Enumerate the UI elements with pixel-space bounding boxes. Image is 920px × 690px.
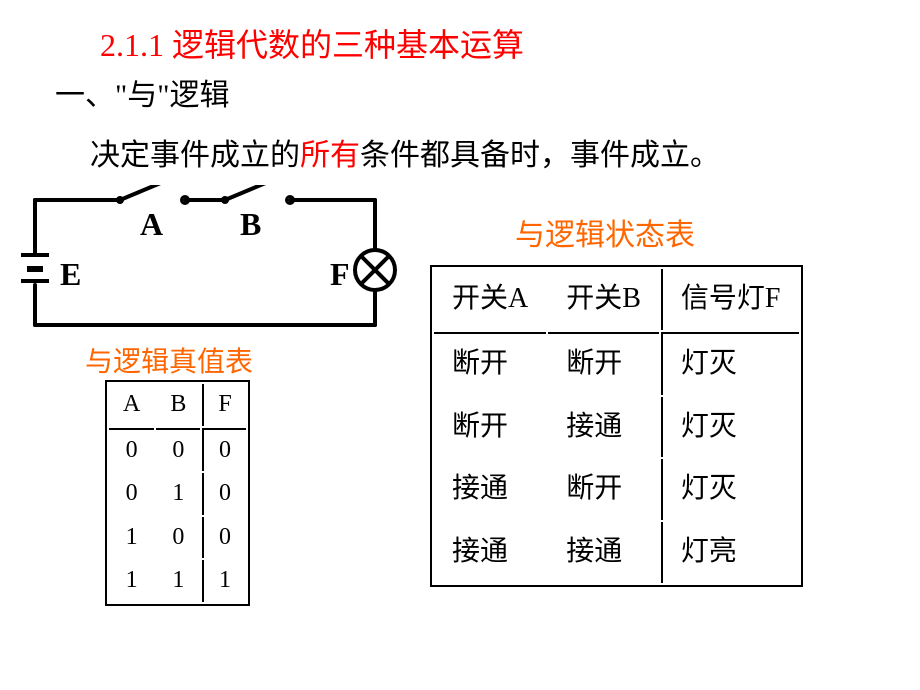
truth-table: A B F 0 0 0 0 1 0 1 0 0 1 1 1 [105, 380, 250, 606]
state-table-title: 与逻辑状态表 [515, 210, 695, 254]
section-title: 2.1.1 逻辑代数的三种基本运算 [100, 20, 524, 66]
desc-highlight: 所有 [300, 139, 360, 172]
circuit-label-a: A [140, 206, 163, 242]
truth-table-title: 与逻辑真值表 [85, 340, 253, 380]
table-row: 断开 接通 灯灭 [434, 397, 799, 458]
table-row: A B F [109, 384, 246, 426]
table-row: 1 1 1 [109, 560, 246, 602]
th-a: A [109, 384, 154, 426]
desc-part1: 决定事件成立的 [90, 139, 300, 172]
table-row: 开关A 开关B 信号灯F [434, 269, 799, 330]
table-row: 0 1 0 [109, 473, 246, 515]
desc-part2: 条件都具备时，事件成立。 [360, 139, 720, 172]
circuit-label-b: B [240, 206, 261, 242]
circuit-diagram: A B E F [15, 185, 405, 335]
state-table: 开关A 开关B 信号灯F 断开 断开 灯灭 断开 接通 灯灭 接通 断开 灯灭 … [430, 265, 803, 587]
table-row: 0 0 0 [109, 428, 246, 472]
th-b: B [156, 384, 200, 426]
circuit-label-e: E [60, 256, 81, 292]
th-switch-b: 开关B [548, 269, 659, 330]
circuit-label-f: F [330, 256, 350, 292]
th-signal-f: 信号灯F [661, 269, 799, 330]
subsection-title: 一、"与"逻辑 [55, 70, 230, 114]
th-f: F [202, 384, 245, 426]
table-row: 接通 断开 灯灭 [434, 459, 799, 520]
th-switch-a: 开关A [434, 269, 546, 330]
table-row: 1 0 0 [109, 517, 246, 559]
description-text: 决定事件成立的所有条件都具备时，事件成立。 [90, 130, 720, 174]
table-row: 断开 断开 灯灭 [434, 332, 799, 395]
table-row: 接通 接通 灯亮 [434, 522, 799, 583]
